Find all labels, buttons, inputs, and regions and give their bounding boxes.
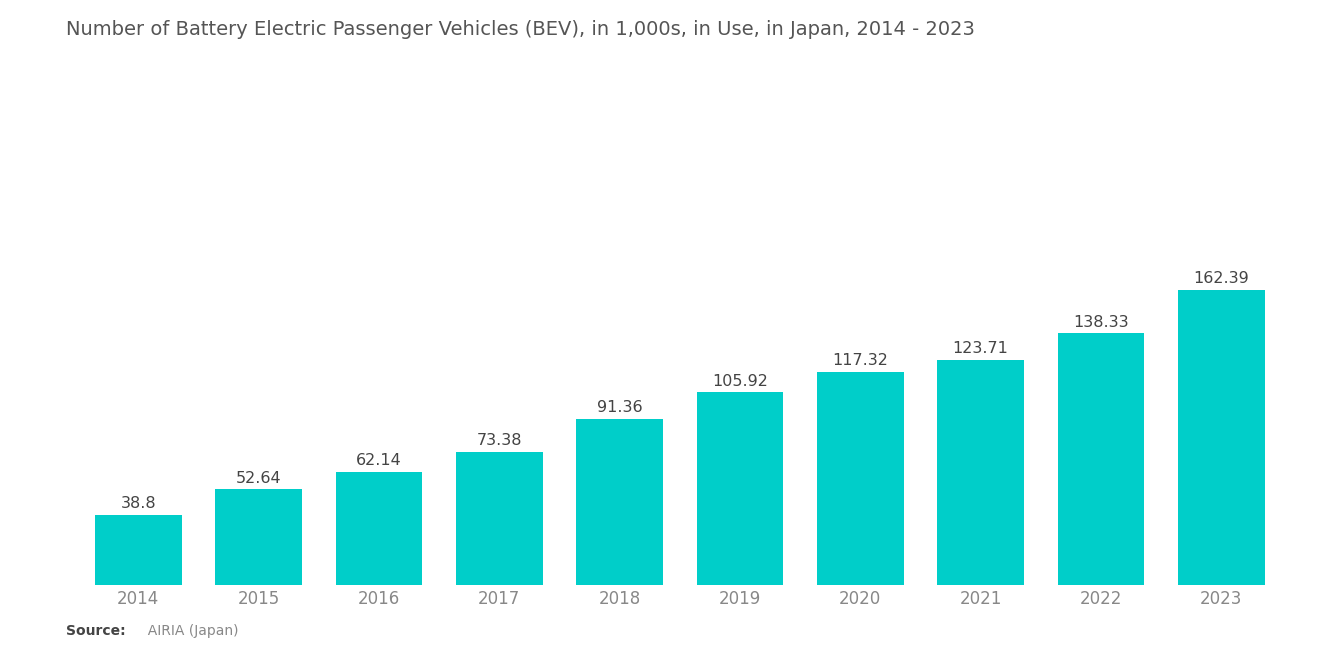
Text: 73.38: 73.38 <box>477 433 521 448</box>
Bar <box>455 452 543 585</box>
Text: AIRIA (Japan): AIRIA (Japan) <box>139 624 238 638</box>
Bar <box>215 489 302 585</box>
Bar <box>1177 290 1265 585</box>
Text: 162.39: 162.39 <box>1193 271 1249 286</box>
Text: Source:: Source: <box>66 624 125 638</box>
Text: 123.71: 123.71 <box>953 341 1008 356</box>
Text: 105.92: 105.92 <box>711 374 768 389</box>
Text: 138.33: 138.33 <box>1073 315 1129 330</box>
Bar <box>817 372 904 585</box>
Text: 38.8: 38.8 <box>120 496 156 511</box>
Bar <box>937 360 1024 585</box>
Text: 62.14: 62.14 <box>356 454 401 468</box>
Bar <box>335 472 422 585</box>
Text: 52.64: 52.64 <box>236 471 281 485</box>
Text: 91.36: 91.36 <box>597 400 643 415</box>
Text: 117.32: 117.32 <box>833 353 888 368</box>
Text: Number of Battery Electric Passenger Vehicles (BEV), in 1,000s, in Use, in Japan: Number of Battery Electric Passenger Veh… <box>66 20 975 39</box>
Bar <box>95 515 182 585</box>
Bar <box>697 392 783 585</box>
Bar <box>577 419 663 585</box>
Bar <box>1057 333 1144 585</box>
